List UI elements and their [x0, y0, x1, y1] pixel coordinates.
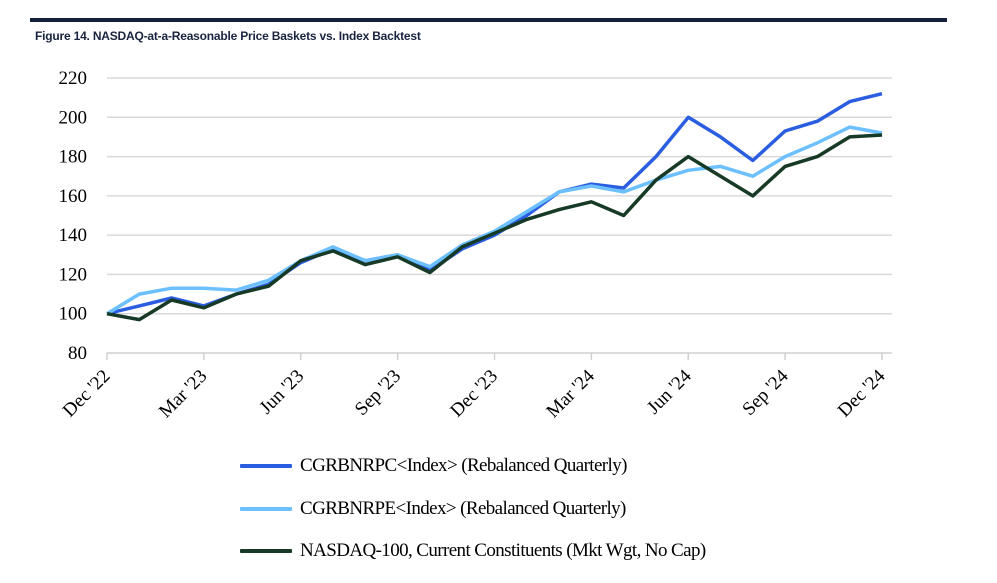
- legend-label: CGRBNRPC<Index> (Rebalanced Quarterly): [300, 455, 627, 476]
- legend-item: NASDAQ-100, Current Constituents (Mkt Wg…: [240, 540, 706, 562]
- figure-title: Figure 14. NASDAQ-at-a-Reasonable Price …: [35, 29, 421, 43]
- y-tick-label: 220: [59, 68, 88, 89]
- legend-label: NASDAQ-100, Current Constituents (Mkt Wg…: [300, 540, 706, 561]
- y-tick-label: 180: [59, 147, 88, 168]
- legend-item: CGRBNRPE<Index> (Rebalanced Quarterly): [240, 498, 626, 520]
- series-line-1: [106, 92, 883, 316]
- x-tick-label: Sep '23: [351, 366, 405, 420]
- x-tick-label: Dec '23: [446, 366, 502, 422]
- legend-swatch: [240, 549, 292, 553]
- y-tick-label: 200: [59, 107, 88, 128]
- series-line-2: [106, 125, 883, 316]
- legend-item: CGRBNRPC<Index> (Rebalanced Quarterly): [240, 455, 627, 477]
- x-tick-label: Sep '24: [738, 365, 793, 420]
- x-tick-label: Jun '23: [256, 366, 309, 419]
- y-tick-label: 120: [59, 264, 88, 285]
- x-tick-label: Dec '24: [834, 365, 890, 421]
- x-tick-label: Mar '23: [155, 366, 211, 422]
- y-tick-label: 160: [59, 186, 88, 207]
- y-tick-label: 80: [68, 343, 87, 364]
- y-tick-label: 140: [59, 225, 88, 246]
- top-rule: [30, 18, 947, 22]
- series-line-3: [106, 133, 883, 322]
- x-tick-label: Dec '22: [59, 366, 115, 422]
- x-tick-label: Mar '24: [542, 365, 599, 422]
- legend-swatch: [240, 507, 292, 511]
- legend-swatch: [240, 464, 292, 468]
- x-tick-label: Jun '24: [643, 365, 696, 418]
- y-tick-label: 100: [59, 304, 88, 325]
- legend-label: CGRBNRPE<Index> (Rebalanced Quarterly): [300, 498, 626, 519]
